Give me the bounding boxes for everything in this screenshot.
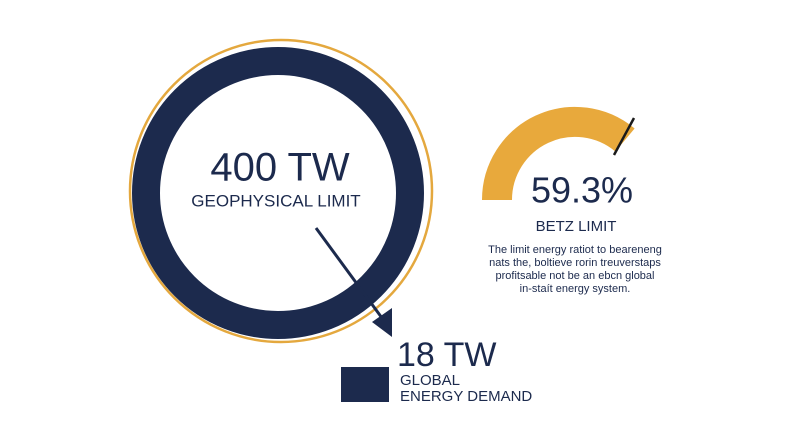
demand-label: ENERGY DEMAND: [400, 388, 532, 405]
demand-swatch: [341, 367, 389, 402]
betz-value: 59.3%: [531, 170, 633, 211]
geophysical-value: 400 TW: [210, 146, 350, 190]
outer-ring: [128, 38, 434, 344]
betz-description: The limit energy ratiot to beareneng nat…: [488, 244, 662, 295]
description-line: The limit energy ratiot to beareneng: [488, 244, 662, 256]
limit-ring: [132, 47, 424, 339]
gauge-arc: [481, 106, 635, 201]
arrow-line: [314, 227, 384, 319]
geophysical-label: GEOPHYSICAL LIMIT: [191, 191, 360, 210]
description-line: nats the, boltieve rorin treuverstaps: [489, 257, 661, 269]
description-line: profitsable not be an ebcn global: [495, 270, 654, 282]
betz-label: BETZ LIMIT: [536, 218, 617, 235]
demand-label: GLOBAL: [400, 372, 460, 389]
demand-value: 18 TW: [397, 336, 497, 374]
arrow-head: [372, 308, 392, 337]
description-line: in-staít energy system.: [520, 283, 631, 295]
gauge-tick: [612, 117, 636, 156]
